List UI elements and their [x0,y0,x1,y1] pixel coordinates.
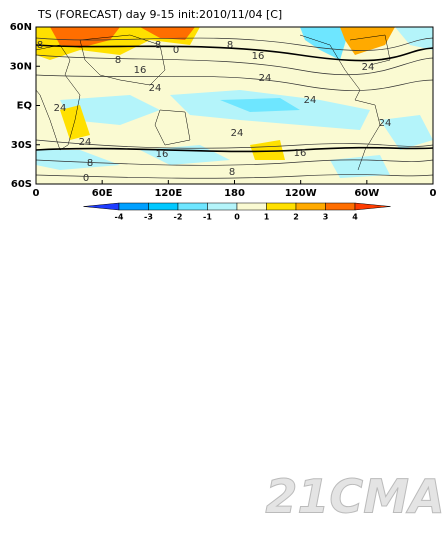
contour-label: 24 [304,95,317,106]
contour-label: 16 [156,149,169,160]
lon-labels: 0 60E 120E 180 120W 60W 0 [33,180,437,199]
contour-label: 24 [362,62,375,73]
colorbar-segment [177,202,208,211]
colorbar-tick-label: 0 [234,213,240,222]
lon-label: 120E [154,188,182,199]
lon-label: 60W [354,188,379,199]
contour-label: 24 [379,118,392,129]
lon-label: 0 [33,188,40,199]
colorbar-segment [207,202,238,211]
colorbar-tick-label: -2 [174,213,183,222]
lon-label: 60E [92,188,113,199]
contour-label: 16 [134,65,147,76]
colorbar-tick-label: 1 [264,213,270,222]
contour-label: 8 [155,40,161,51]
colorbar-tick-label: -3 [144,213,153,222]
contour-label: 24 [149,83,162,94]
contour-label: 16 [252,51,265,62]
anomaly-fields [36,27,433,178]
lat-label: EQ [17,101,32,112]
contours [36,37,433,179]
contour-labels: 8 8 0 8 8 16 16 24 24 24 24 24 24 16 8 0… [37,40,392,184]
contour-label: 24 [259,73,272,84]
contour-label: 8 [37,40,43,51]
colorbar-segment [118,202,149,211]
lat-label: 60S [11,179,32,190]
colorbar-segment [295,202,326,211]
lon-label: 120W [285,188,317,199]
colorbar-segment [266,202,297,211]
colorbar-segment [236,202,267,211]
lon-label: 180 [224,188,245,199]
zero-contours [36,44,433,153]
colorbar-tick-label: -1 [203,213,212,222]
coastlines [36,34,391,171]
watermark: 21CMA [265,470,444,524]
title: TS (FORECAST) day 9-15 init:2010/11/04 [… [37,8,282,21]
contour-label: 8 [227,40,233,51]
colorbar-segment [325,202,356,211]
contour-label: 8 [115,55,121,66]
contour-label: 24 [231,128,244,139]
colorbar-arrow [354,202,391,211]
lon-label: 0 [430,188,437,199]
lat-label: 30N [10,61,32,72]
colorbar-tick-label: 2 [293,213,299,222]
map: 8 8 0 8 8 16 16 24 24 24 24 24 24 16 8 0… [36,27,433,184]
colorbar-arrow [83,202,120,211]
contour-label: 16 [294,148,307,159]
contour-label: 0 [83,173,89,184]
lat-label: 60N [10,22,32,33]
colorbar: -4 -3 -2 -1 0 1 2 3 4 [83,202,391,222]
lat-labels: 60N 30N EQ 30S 60S [10,22,40,190]
contour-label: 24 [79,137,92,148]
colorbar-segment [148,202,179,211]
colorbar-tick-label: 3 [323,213,329,222]
contour-label: 8 [87,158,93,169]
colorbar-tick-label: -4 [115,213,124,222]
contour-label: 8 [229,167,235,178]
colorbar-tick-label: 4 [352,213,358,222]
contour-label: 0 [173,45,179,56]
lat-label: 30S [11,140,32,151]
contour-label: 24 [54,103,67,114]
